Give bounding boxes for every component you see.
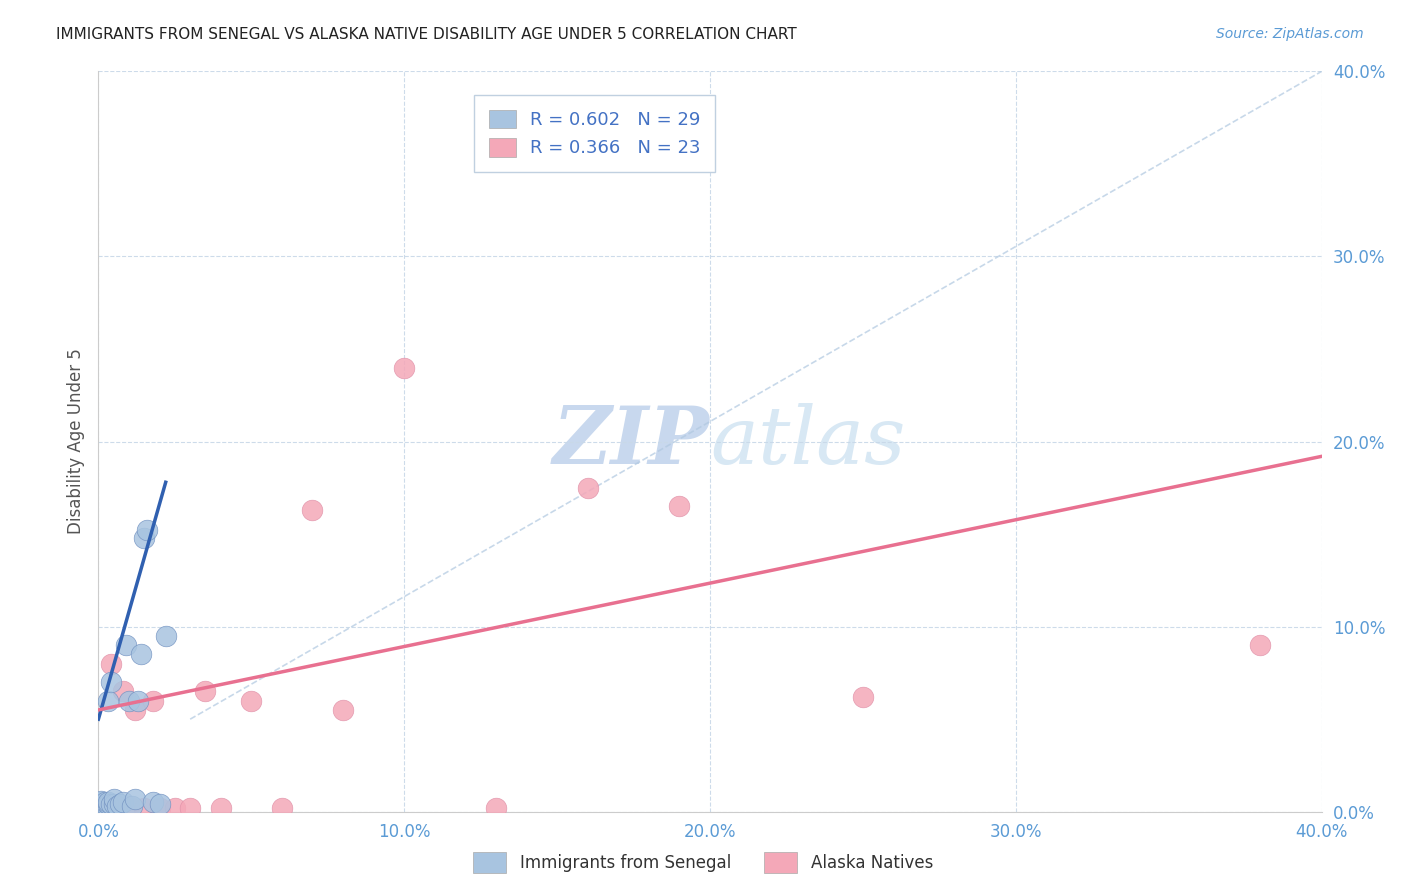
Point [852, 690, 875, 704]
Point [105, 799, 128, 814]
Point [90, 799, 112, 814]
Point [149, 797, 172, 812]
Point [194, 684, 217, 698]
Point [179, 801, 201, 815]
Point [97, 797, 120, 812]
Point [668, 500, 690, 514]
Point [142, 694, 165, 708]
Point [209, 801, 232, 815]
Point [124, 791, 146, 805]
Point [155, 629, 177, 643]
Point [576, 481, 599, 495]
Point [100, 657, 122, 671]
Y-axis label: Disability Age Under 5: Disability Age Under 5 [66, 349, 84, 534]
Point [93, 799, 115, 814]
Point [108, 797, 131, 812]
Legend: R = 0.602   N = 29, R = 0.366   N = 23: R = 0.602 N = 29, R = 0.366 N = 23 [474, 95, 716, 172]
Point [301, 503, 323, 517]
Text: ZIP: ZIP [553, 403, 710, 480]
Point [121, 799, 143, 814]
Point [100, 675, 122, 690]
Text: Source: ZipAtlas.com: Source: ZipAtlas.com [1216, 27, 1364, 41]
Point [90, 801, 112, 815]
Point [332, 703, 354, 717]
Point [93, 796, 115, 810]
Point [97, 694, 120, 708]
Point [127, 694, 149, 708]
Point [270, 801, 292, 815]
Point [485, 801, 508, 815]
Point [118, 799, 141, 814]
Point [1249, 638, 1271, 652]
Point [100, 797, 122, 812]
Point [105, 799, 128, 814]
Point [136, 524, 159, 538]
Text: atlas: atlas [710, 403, 905, 480]
Point [240, 694, 263, 708]
Legend: Immigrants from Senegal, Alaska Natives: Immigrants from Senegal, Alaska Natives [467, 846, 939, 880]
Point [111, 684, 134, 698]
Point [124, 703, 146, 717]
Point [111, 796, 134, 810]
Point [90, 797, 112, 812]
Text: IMMIGRANTS FROM SENEGAL VS ALASKA NATIVE DISABILITY AGE UNDER 5 CORRELATION CHAR: IMMIGRANTS FROM SENEGAL VS ALASKA NATIVE… [56, 27, 797, 42]
Point [118, 694, 141, 708]
Point [103, 797, 125, 812]
Point [97, 796, 120, 810]
Point [97, 801, 120, 815]
Point [129, 648, 152, 662]
Point [134, 531, 156, 545]
Point [142, 796, 165, 810]
Point [134, 801, 156, 815]
Point [149, 801, 172, 815]
Point [90, 796, 112, 810]
Point [115, 638, 138, 652]
Point [392, 360, 416, 375]
Point [90, 794, 112, 808]
Point [163, 801, 186, 815]
Point [93, 797, 115, 812]
Point [103, 791, 125, 805]
